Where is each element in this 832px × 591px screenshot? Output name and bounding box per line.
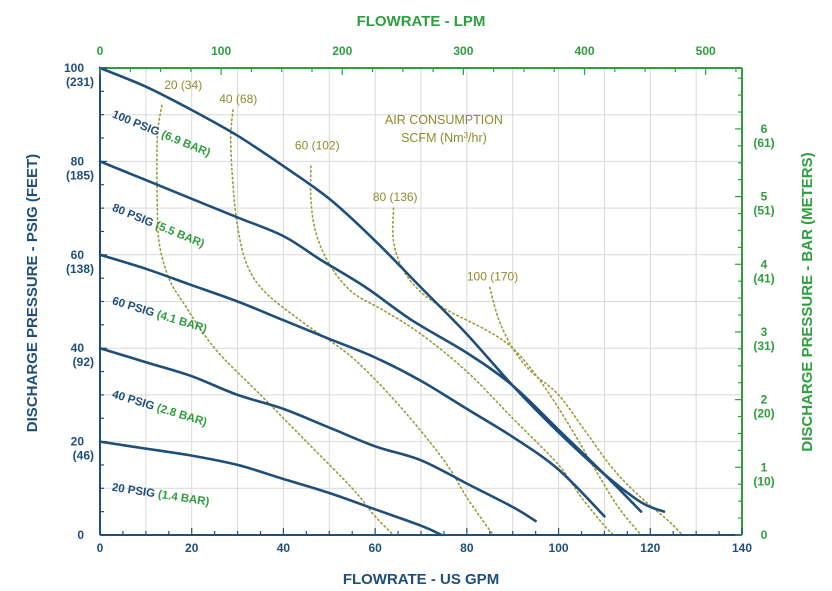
pressure-curve-label: 100 PSIG (6.9 BAR)	[110, 109, 212, 160]
y-tick-sublabel: (92)	[73, 355, 94, 369]
x2-axis-title: FLOWRATE - LPM	[357, 13, 486, 30]
y-tick-label: 60	[71, 248, 85, 262]
y-tick-label: 100	[64, 61, 84, 75]
air-consumption-lines: 20 (34) 40 (68) 60 (102) 80 (136) 100 (170)	[156, 78, 684, 536]
x-tick-label: 140	[732, 541, 752, 555]
air-consumption-line	[392, 207, 642, 536]
air-consumption-label: 80 (136)	[373, 190, 418, 204]
y2-tick-label: 2	[761, 393, 768, 407]
y-tick-label: 40	[71, 341, 85, 355]
x-axis-title: FLOWRATE - US GPM	[343, 571, 499, 588]
y-tick-sublabel: (185)	[66, 168, 94, 182]
y2-tick-sublabel: (10)	[753, 474, 774, 488]
air-consumption-label: 100 (170)	[467, 269, 518, 283]
y-tick-sublabel: (46)	[73, 449, 94, 463]
x-tick-label: 60	[368, 541, 382, 555]
pressure-curve	[98, 346, 537, 523]
air-consumption-line	[156, 104, 395, 536]
x-tick-label: 20	[185, 541, 199, 555]
y2-tick-label: 0	[761, 528, 768, 542]
y-tick-label: 20	[71, 435, 85, 449]
x-tick-label: 0	[97, 541, 104, 555]
y-tick-sublabel: (138)	[66, 262, 94, 276]
curve-label-bar: (5.5 BAR)	[154, 220, 207, 251]
pressure-curve	[98, 440, 443, 537]
air-consumption-units: SCFM (Nm3/hr)	[401, 131, 487, 146]
air-consumption-line	[489, 286, 684, 536]
curve-label-psig: 60 PSIG	[111, 295, 159, 320]
pressure-curve	[98, 253, 606, 518]
y2-tick-label: 3	[761, 325, 768, 339]
grid	[100, 68, 742, 535]
air-consumption-label: 60 (102)	[295, 139, 340, 153]
x-tick-label: 80	[460, 541, 474, 555]
y-tick-label: 80	[71, 154, 85, 168]
x-tick-label: 100	[549, 541, 569, 555]
y-tick-sublabel: (231)	[66, 75, 94, 89]
y2-tick-sublabel: (20)	[753, 407, 774, 421]
x2-tick-label: 400	[575, 44, 595, 58]
x2-tick-label: 500	[696, 44, 716, 58]
y2-tick-label: 4	[761, 257, 768, 271]
air-units-end: /hr)	[468, 131, 487, 145]
curve-label-psig: 100 PSIG	[110, 109, 164, 140]
curve-label-psig: 20 PSIG	[111, 482, 159, 501]
y2-tick-label: 5	[761, 190, 768, 204]
y2-tick-label: 1	[761, 460, 768, 474]
air-consumption-label: 20 (34)	[164, 78, 202, 92]
x2-tick-label: 100	[211, 44, 231, 58]
air-units-text: SCFM (Nm	[401, 131, 464, 145]
y2-tick-sublabel: (51)	[753, 204, 774, 218]
pressure-curve	[98, 160, 643, 513]
curve-label-psig: 80 PSIG	[110, 202, 158, 231]
y2-tick-sublabel: (31)	[753, 339, 774, 353]
air-consumption-label: 40 (68)	[219, 92, 257, 106]
y-axis-title: DISCHARGE PRESSURE - PSIG (FEET)	[24, 154, 41, 432]
air-units-sup: 3	[464, 131, 469, 140]
y2-tick-sublabel: (61)	[753, 136, 774, 150]
pressure-curve-label: 20 PSIG (1.4 BAR)	[111, 482, 210, 509]
pressure-curves	[98, 66, 666, 537]
curve-label-bar: (4.1 BAR)	[155, 309, 208, 336]
curve-label-bar: (6.9 BAR)	[159, 129, 212, 160]
curve-label-bar: (2.8 BAR)	[155, 402, 208, 429]
x2-tick-label: 0	[97, 44, 104, 58]
y2-tick-sublabel: (41)	[753, 271, 774, 285]
x2-tick-label: 300	[453, 44, 473, 58]
y2-axis-title: DISCHARGE PRESSURE - BAR (METERS)	[799, 152, 816, 451]
curve-label-psig: 40 PSIG	[111, 389, 159, 414]
air-consumption-line	[229, 109, 496, 536]
x2-tick-label: 200	[332, 44, 352, 58]
pressure-curve	[98, 66, 666, 513]
y-tick-label: 0	[77, 528, 84, 542]
curve-labels: 100 PSIG (6.9 BAR) 80 PSIG (5.5 BAR) 60 PS…	[110, 109, 212, 509]
curve-label-bar: (1.4 BAR)	[157, 489, 210, 509]
air-consumption-title: AIR CONSUMPTION	[385, 113, 503, 127]
x-tick-label: 40	[277, 541, 291, 555]
x-tick-label: 120	[640, 541, 660, 555]
y2-tick-label: 6	[761, 122, 768, 136]
